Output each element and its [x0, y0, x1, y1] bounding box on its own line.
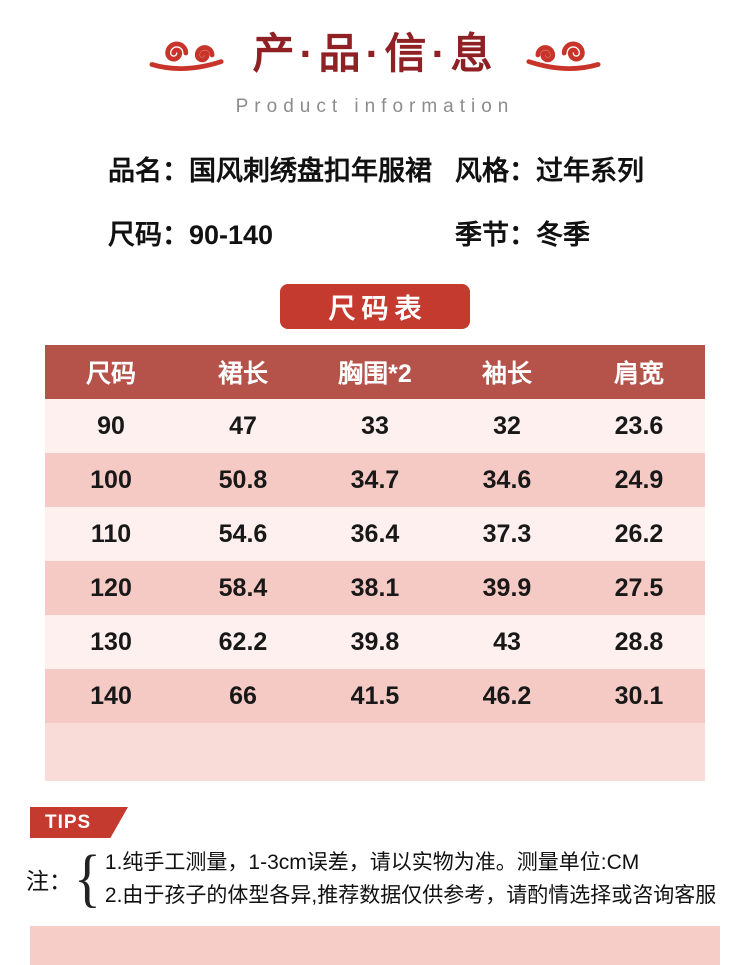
- cell: 34.6: [482, 465, 532, 494]
- col-header-shoulder-width: 肩宽: [573, 345, 705, 399]
- cell: 28.8: [614, 627, 664, 656]
- field-label: 风格：: [455, 156, 536, 186]
- cell: 34.7: [350, 465, 400, 494]
- product-info-fields: 品名： 国风刺绣盘扣年服裙 风格： 过年系列 尺码： 90-140 季节： 冬季: [108, 154, 750, 252]
- cell: 50.8: [218, 465, 268, 494]
- cell: 62.2: [218, 627, 268, 656]
- field-season: 季节： 冬季: [455, 218, 750, 252]
- size-row-140: 140 66 41.5 46.2 30.1: [45, 669, 705, 723]
- cell: 26.2: [614, 519, 664, 548]
- cell: 100: [90, 465, 132, 494]
- col-header-skirt-length: 裙长: [177, 345, 309, 399]
- size-row-90: 90 47 33 32 23.6: [45, 399, 705, 453]
- col-header-chest: 胸围*2: [309, 345, 441, 399]
- field-label: 季节：: [455, 220, 536, 250]
- size-chart-header-row: 尺码 裙长 胸围*2 袖长 肩宽: [45, 345, 705, 399]
- note-lines: 1.纯手工测量，1-3cm误差，请以实物为准。测量单位:CM 2.由于孩子的体型…: [105, 846, 716, 912]
- page-subtitle: Product information: [235, 96, 515, 117]
- cell: 46.2: [482, 681, 532, 710]
- field-product-name: 品名： 国风刺绣盘扣年服裙: [108, 154, 455, 188]
- field-label: 尺码：: [108, 220, 189, 250]
- cell: 23.6: [614, 411, 664, 440]
- col-header-size: 尺码: [45, 345, 177, 399]
- cell: 36.4: [350, 519, 400, 548]
- tips-badge: TIPS: [30, 807, 128, 838]
- cell: 30.1: [614, 681, 664, 710]
- note-brace: {: [74, 843, 101, 915]
- size-row-130: 130 62.2 39.8 43 28.8: [45, 615, 705, 669]
- cell: 27.5: [614, 573, 664, 602]
- cell: 39.9: [482, 573, 532, 602]
- cell: 32: [493, 411, 521, 440]
- cell: 110: [90, 519, 132, 548]
- cell: 140: [90, 681, 132, 710]
- cell: 54.6: [218, 519, 268, 548]
- cell: 41.5: [350, 681, 400, 710]
- size-row-100: 100 50.8 34.7 34.6 24.9: [45, 453, 705, 507]
- cell: 90: [97, 411, 125, 440]
- note-line-2: 2.由于孩子的体型各异,推荐数据仅供参考，请酌情选择或咨询客服: [104, 884, 717, 907]
- size-chart-badge: 尺码表: [280, 284, 470, 329]
- cloud-ornament-right-icon: [526, 41, 602, 71]
- table-footer-row: [45, 723, 705, 781]
- cell: 24.9: [614, 465, 664, 494]
- cell: 38.1: [350, 573, 400, 602]
- size-row-120: 120 58.4 38.1 39.9 27.5: [45, 561, 705, 615]
- field-label: 品名：: [108, 156, 189, 186]
- field-size-range: 尺码： 90-140: [108, 218, 455, 252]
- cell: 43: [493, 627, 521, 656]
- empty-cell: [45, 723, 705, 781]
- cell: 130: [90, 627, 132, 656]
- note-line-1: 1.纯手工测量，1-3cm误差，请以实物为准。测量单位:CM: [104, 851, 640, 874]
- field-value: 过年系列: [536, 156, 644, 186]
- cell: 39.8: [350, 627, 400, 656]
- size-chart-table: 尺码 裙长 胸围*2 袖长 肩宽 90 47 33 32 23.6 100 50…: [45, 345, 705, 781]
- cell: 47: [229, 411, 257, 440]
- field-value: 90-140: [189, 220, 274, 250]
- field-value: 国风刺绣盘扣年服裙: [189, 156, 432, 186]
- next-section-block: [30, 926, 720, 965]
- header: 产·品·信·息 Product information: [0, 0, 750, 118]
- col-header-sleeve-length: 袖长: [441, 345, 573, 399]
- cloud-ornament-left-icon: [148, 41, 224, 71]
- note-label: 注：: [26, 868, 72, 894]
- cell: 58.4: [218, 573, 268, 602]
- cell: 33: [361, 411, 389, 440]
- size-row-110: 110 54.6 36.4 37.3 26.2: [45, 507, 705, 561]
- title-row: 产·品·信·息: [0, 26, 750, 82]
- field-style: 风格： 过年系列: [455, 154, 750, 188]
- cell: 120: [90, 573, 132, 602]
- cell: 37.3: [482, 519, 532, 548]
- page-title: 产·品·信·息: [252, 30, 498, 77]
- field-value: 冬季: [536, 220, 590, 250]
- cell: 66: [229, 681, 257, 710]
- note-block: 注： { 1.纯手工测量，1-3cm误差，请以实物为准。测量单位:CM 2.由于…: [26, 846, 750, 912]
